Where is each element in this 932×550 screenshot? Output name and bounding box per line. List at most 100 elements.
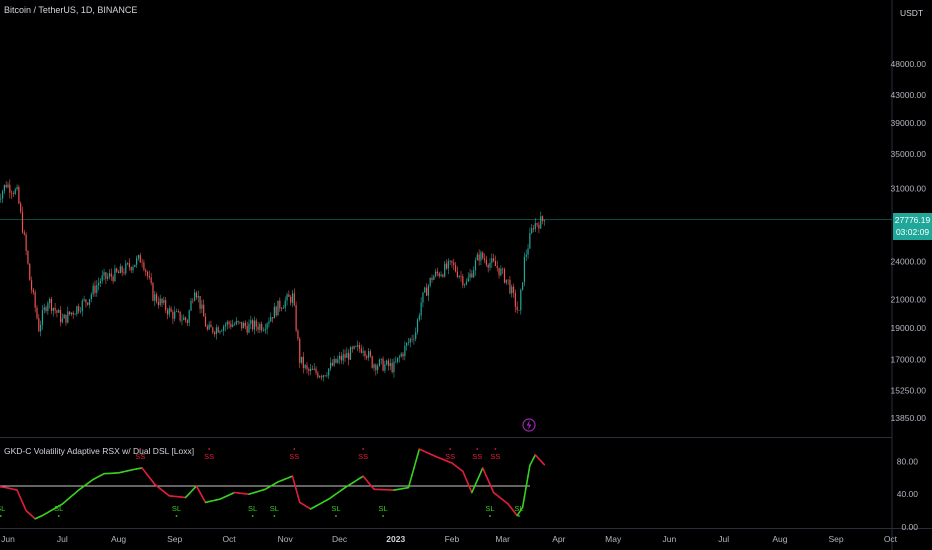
candle-body xyxy=(471,273,473,278)
candle-body xyxy=(110,273,112,277)
candle-body xyxy=(393,361,395,373)
candle-body xyxy=(391,363,393,373)
candle-body xyxy=(386,360,388,365)
candle-body xyxy=(328,368,330,376)
candle-body xyxy=(261,324,263,331)
candle-body xyxy=(271,317,274,319)
currency-label: USDT xyxy=(900,8,924,18)
short-signal-label: SS xyxy=(358,452,368,461)
short-signal-label: SS xyxy=(472,452,482,461)
price-tick-label: 13850.00 xyxy=(891,413,927,423)
candle-body xyxy=(40,324,42,332)
candle-body xyxy=(317,372,319,378)
candle-body xyxy=(199,296,201,309)
candle-body xyxy=(469,273,471,278)
candle-body xyxy=(246,326,248,333)
long-signal-label: SL xyxy=(270,504,279,513)
candle-body xyxy=(331,362,333,366)
price-tick-label: 39000.00 xyxy=(891,118,927,128)
time-tick-label: Jul xyxy=(718,534,729,544)
candle-body xyxy=(357,345,359,347)
candle-body xyxy=(38,318,40,332)
lightning-icon[interactable] xyxy=(522,418,536,432)
candle-body xyxy=(154,294,156,301)
candle-body xyxy=(509,279,511,294)
candle-body xyxy=(395,361,397,363)
short-signal-label: SS xyxy=(204,452,214,461)
oscillator-segment xyxy=(297,495,301,504)
candle-body xyxy=(11,192,13,194)
long-signal-label: SL xyxy=(0,504,5,513)
indicator-title[interactable]: GKD-C Volatility Adaptive RSX w/ Dual DS… xyxy=(4,446,195,456)
time-tick-label: Jul xyxy=(57,534,68,544)
price-tick-label: 35000.00 xyxy=(891,149,927,159)
candle-body xyxy=(534,223,536,230)
price-axis[interactable]: 48000.00 43000.00 39000.00 35000.00 31000.00… xyxy=(891,59,927,423)
candle-body xyxy=(87,302,89,305)
candle-body xyxy=(56,310,58,313)
candle-body xyxy=(161,298,163,304)
candle-body xyxy=(536,223,538,225)
candle-body xyxy=(435,271,437,277)
short-signal-dot xyxy=(293,448,296,450)
candle-body xyxy=(514,292,516,307)
time-tick-label: Aug xyxy=(772,534,787,544)
candle-body xyxy=(239,321,241,323)
candle-body xyxy=(291,293,294,303)
candle-body xyxy=(150,277,152,284)
candle-body xyxy=(194,292,196,301)
time-tick-label: Dec xyxy=(332,534,348,544)
candle-body xyxy=(304,365,306,368)
time-axis[interactable]: Jun Jul Aug Sep Oct Nov Dec 2023 Feb Mar Apr May Jun… xyxy=(1,534,898,544)
candle-body xyxy=(377,365,379,371)
candle-body xyxy=(418,315,420,320)
candle-body xyxy=(121,266,123,273)
candle-body xyxy=(279,300,281,309)
price-tick-label: 31000.00 xyxy=(891,183,927,193)
candle-body xyxy=(518,309,520,311)
candle-body xyxy=(52,307,54,311)
candle-body xyxy=(458,276,460,277)
candle-body xyxy=(248,323,250,333)
symbol-title[interactable]: Bitcoin / TetherUS, 1D, BINANCE xyxy=(4,5,138,15)
candle-body xyxy=(208,324,210,330)
candle-body xyxy=(213,332,216,335)
oscillator-axis[interactable]: 0.00 40.00 80.00 xyxy=(897,456,919,532)
candle-body xyxy=(20,203,22,212)
candle-body xyxy=(223,326,225,331)
candle-body xyxy=(485,259,487,265)
candle-body xyxy=(348,352,350,360)
candle-body xyxy=(168,308,170,315)
candle-body xyxy=(36,307,38,319)
candle-body xyxy=(253,320,256,330)
time-tick-label: Jun xyxy=(663,534,677,544)
candle-body xyxy=(529,233,531,249)
oscillator-segment xyxy=(541,461,546,466)
candle-body xyxy=(451,260,453,263)
candle-body xyxy=(67,311,69,323)
candle-body xyxy=(270,317,272,322)
short-signal-label: SS xyxy=(490,452,500,461)
candle-body xyxy=(425,287,428,296)
oscillator-segment xyxy=(414,454,419,463)
candle-body xyxy=(72,312,74,315)
time-tick-label: Nov xyxy=(278,534,294,544)
candle-body xyxy=(217,327,219,333)
candle-body xyxy=(337,359,339,363)
last-price-value: 27776.19 xyxy=(894,215,931,225)
candle-body xyxy=(105,272,107,279)
candle-body xyxy=(81,300,83,312)
candle-body xyxy=(134,264,136,267)
candle-body xyxy=(494,261,497,267)
candle-body xyxy=(226,321,228,326)
candle-body xyxy=(453,262,455,265)
price-tick-label: 43000.00 xyxy=(891,90,927,100)
candle-body xyxy=(380,358,382,360)
candle-body xyxy=(326,375,328,377)
candle-body xyxy=(516,306,518,310)
candle-body xyxy=(540,216,542,229)
candle-body xyxy=(54,307,56,311)
candle-body xyxy=(335,358,337,363)
candle-body xyxy=(531,228,533,234)
